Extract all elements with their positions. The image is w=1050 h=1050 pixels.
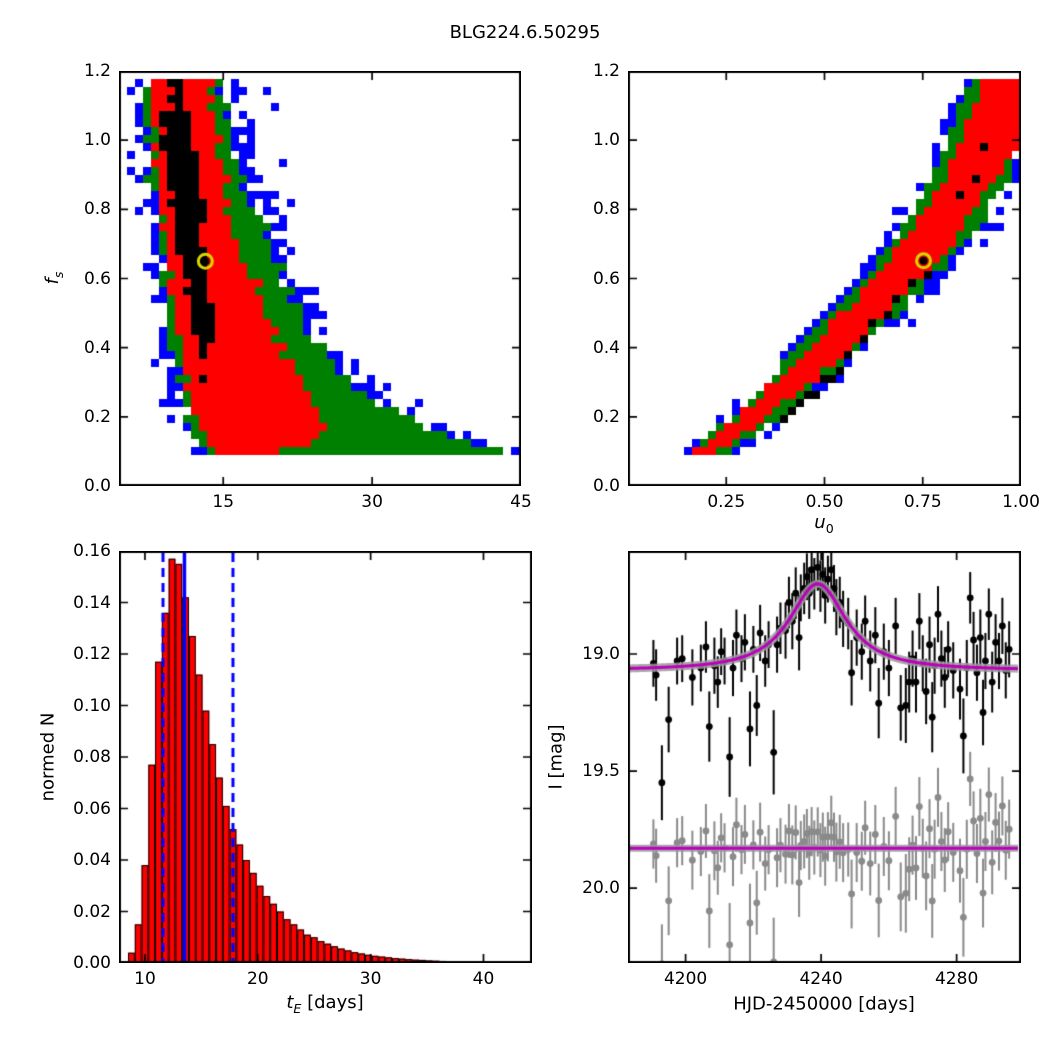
tick-label: 0.6	[592, 268, 620, 289]
confidence-region-canvas-te-fs	[119, 71, 521, 486]
histogram-canvas-te	[119, 551, 532, 963]
tick-label: 40	[472, 969, 495, 989]
confidence-region-canvas-u0-fs	[628, 71, 1021, 486]
tick-label: 0.0	[592, 476, 620, 496]
tick-label: 1.00	[1002, 492, 1040, 512]
panel-lightcurve: 4200 4240 4280 19.0 19.5 20.0	[582, 551, 1021, 989]
tick-label: 4280	[934, 969, 979, 989]
tick-label: 1.0	[83, 130, 111, 151]
tick-label: 0.50	[805, 492, 844, 512]
x-axis-label-te-days: tE [days]	[286, 992, 364, 1016]
tick-label: 10	[134, 969, 156, 989]
tick-label: 0.0	[83, 476, 111, 496]
tick-label: 45	[510, 492, 532, 512]
y-axis-label-fs: fs	[42, 271, 66, 285]
tick-label: 0.04	[73, 850, 111, 870]
tick-label: 0.00	[73, 953, 111, 973]
tick-label: 4200	[663, 969, 708, 989]
tick-label: 30	[361, 492, 383, 512]
tick-label: 0.2	[83, 406, 111, 427]
tick-label: 0.16	[73, 541, 111, 561]
panel-u0-fs-confidence: 0.25 0.50 0.75 1.00 0.0 0.2 0.4 0.6 0.8 1.0 1.2	[593, 61, 1040, 512]
tick-label: 0.02	[73, 901, 111, 922]
tick-label: 0.14	[73, 592, 111, 613]
panel-te-fs-confidence: 15 30 45 0.0 0.2 0.4 0.6 0.8 1.0 1.2	[84, 61, 532, 512]
tick-label: 0.08	[73, 747, 111, 767]
figure-title: BLG224.6.50295	[449, 22, 601, 43]
panel-te-histogram: 10 20 30 40 0.00 0.02 0.04 0.06 0.08 0.10 0.12 0.14…	[73, 541, 532, 989]
lightcurve-canvas	[628, 551, 1021, 963]
x-axis-label-hjd: HJD-2450000 [days]	[733, 993, 915, 1015]
tick-label: 0.4	[592, 337, 620, 358]
tick-label: 0.12	[73, 644, 111, 664]
x-axis-label-u0: u0	[814, 512, 834, 536]
tick-label: 15	[212, 492, 235, 512]
tick-label: 0.8	[592, 199, 620, 220]
tick-label: 1.2	[592, 61, 620, 81]
tick-label: 0.2	[592, 406, 620, 427]
tick-label: 0.8	[83, 199, 111, 220]
tick-label: 4240	[799, 969, 843, 989]
tick-label: 19.5	[582, 761, 620, 782]
tick-label: 20.0	[582, 878, 620, 899]
tick-label: 20	[246, 969, 269, 989]
tick-label: 0.6	[83, 268, 111, 289]
tick-label: 1.2	[83, 61, 111, 81]
tick-label: 0.4	[83, 337, 111, 358]
tick-label: 30	[359, 969, 382, 989]
tick-label: 19.0	[582, 644, 620, 664]
tick-label: 0.06	[73, 798, 111, 819]
tick-label: 1.0	[592, 130, 620, 151]
tick-label: 0.25	[707, 492, 746, 512]
tick-label: 0.75	[903, 492, 942, 512]
y-axis-label-normed-n: normed N	[37, 712, 59, 802]
tick-label: 0.10	[73, 695, 111, 716]
y-axis-label-i-mag: I [mag]	[545, 724, 567, 790]
